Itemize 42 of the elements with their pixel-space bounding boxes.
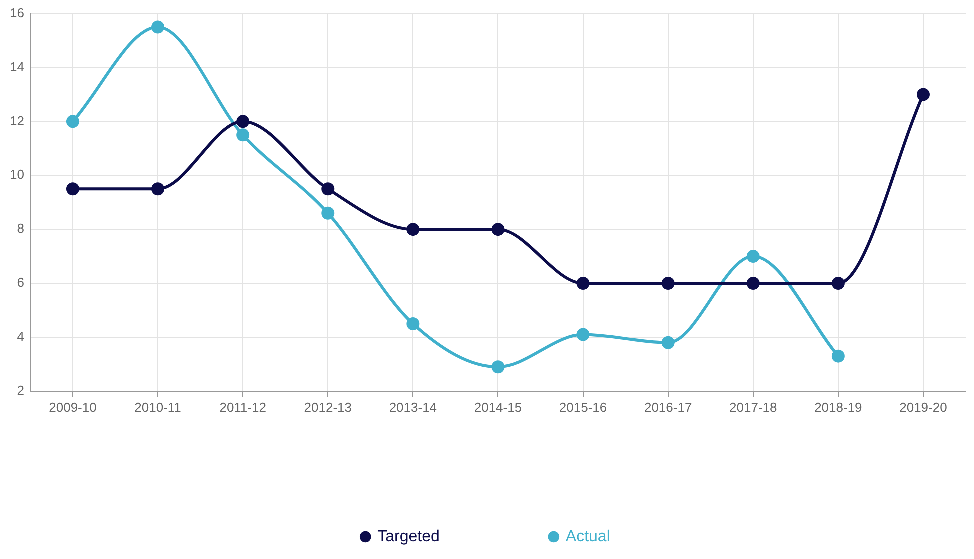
point	[576, 328, 590, 342]
point	[746, 250, 760, 264]
y-tick-label: 8	[17, 221, 24, 236]
point	[152, 20, 165, 34]
y-tick-label: 2	[17, 382, 24, 398]
x-tick-label: 2016-17	[644, 400, 692, 415]
legend-label: Targeted	[378, 528, 440, 546]
point	[576, 277, 590, 290]
point	[322, 182, 335, 196]
point	[832, 350, 845, 363]
x-tick-label: 2018-19	[814, 400, 862, 415]
legend-label: Actual	[566, 528, 610, 546]
point	[746, 277, 760, 290]
point	[66, 115, 80, 128]
y-tick-label: 4	[17, 329, 24, 344]
y-tick-label: 6	[17, 275, 24, 290]
point	[662, 336, 675, 350]
point	[322, 206, 335, 220]
point	[406, 223, 420, 236]
point	[236, 128, 250, 142]
y-tick-label: 16	[10, 5, 24, 20]
point	[832, 277, 845, 290]
point	[662, 277, 675, 290]
point	[66, 182, 80, 196]
x-tick-label: 2010-11	[134, 400, 182, 415]
x-tick-label: 2012-13	[304, 400, 352, 415]
x-tick-label: 2019-20	[900, 400, 948, 415]
point	[236, 115, 250, 128]
x-tick-label: 2011-12	[220, 400, 266, 415]
x-tick-label: 2009-10	[49, 400, 97, 415]
point	[492, 360, 505, 374]
x-tick-label: 2014-15	[474, 400, 522, 415]
y-tick-label: 14	[10, 59, 24, 74]
y-tick-label: 12	[10, 113, 24, 128]
x-tick-label: 2015-16	[559, 400, 608, 415]
point	[406, 317, 420, 330]
point	[492, 223, 505, 236]
point	[916, 88, 930, 102]
point	[152, 182, 165, 196]
y-tick-label: 10	[10, 167, 24, 182]
x-tick-label: 2013-14	[389, 400, 438, 415]
x-tick-label: 2017-18	[730, 400, 778, 415]
